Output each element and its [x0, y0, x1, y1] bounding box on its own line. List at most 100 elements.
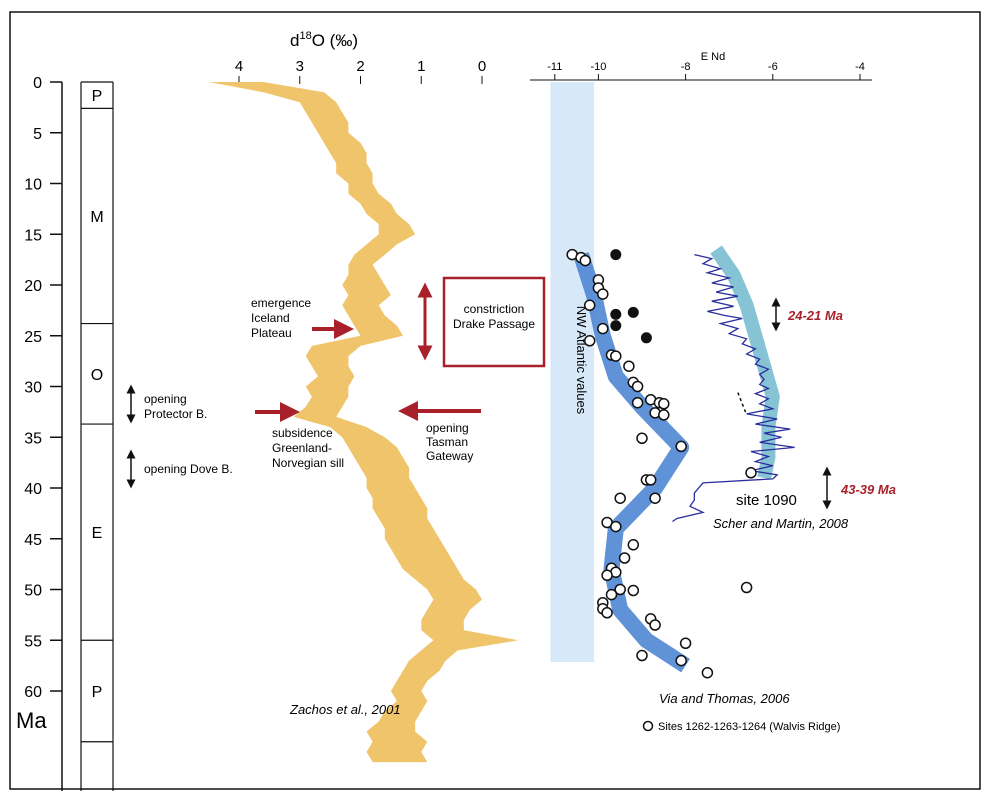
open-circle-point — [623, 360, 635, 372]
age-tick-label: 45 — [24, 532, 42, 549]
d18o-tick-label: 2 — [356, 58, 364, 75]
annotation-tasman-3: Gateway — [426, 449, 473, 463]
open-circle-point — [636, 432, 648, 445]
annotation-constriction-2: Drake Passage — [453, 317, 535, 331]
legend-sites-label: Sites 1262-1263-1264 (Walvis Ridge) — [658, 721, 840, 733]
age-ticks: 0 5 10 15 20 25 30 35 40 45 50 55 60 — [24, 75, 62, 701]
nw-atlantic-label: NW Atlantic values — [574, 306, 589, 415]
d18o-chart: P M O E P 0 5 10 15 20 25 30 35 40 45 50 55 60 Ma 4 3 2 1 0 … — [16, 30, 546, 791]
d18o-tick-label: 4 — [235, 58, 243, 75]
open-circle-point — [679, 637, 692, 650]
filled-circle-points — [610, 249, 652, 344]
age-tick-label: 50 — [24, 583, 42, 600]
range-24-21-label: 24-21 Ma — [787, 308, 843, 323]
age-tick-label: 20 — [24, 278, 42, 295]
site1090-dashed — [737, 392, 748, 416]
open-circle-point — [631, 396, 644, 409]
age-tick-label: 15 — [24, 227, 42, 244]
annotation-subsidence-2: Greenland- — [272, 441, 332, 455]
epoch-label: M — [90, 209, 103, 226]
range-43-39-label: 43-39 Ma — [840, 482, 896, 497]
open-circle-point — [610, 350, 622, 362]
open-circle-point — [627, 584, 640, 597]
epoch-label: P — [92, 684, 103, 701]
epoch-label: E — [92, 525, 103, 542]
age-tick-label: 40 — [24, 481, 42, 498]
citation-scher: Scher and Martin, 2008 — [713, 516, 849, 531]
filled-circle-point — [610, 308, 622, 320]
annotation-dove: opening Dove B. — [144, 462, 233, 476]
open-circle-point — [579, 254, 592, 267]
citation-via: Via and Thomas, 2006 — [659, 691, 790, 706]
open-circle-point — [605, 588, 618, 601]
filled-circle-point — [610, 249, 622, 261]
filled-circle-point — [610, 320, 622, 332]
open-circle-point — [636, 649, 648, 662]
open-circle-point — [675, 654, 687, 667]
open-circle-point — [583, 335, 596, 347]
open-circle-point — [745, 467, 757, 479]
age-axis-label: Ma — [16, 708, 47, 733]
end-ticks: -11 -10 -8 -6 -4 — [547, 61, 865, 80]
annotation-emergence-1: emergence — [251, 296, 311, 310]
age-tick-label: 35 — [24, 430, 42, 447]
age-tick-label: 5 — [33, 126, 42, 143]
open-circle-point — [649, 619, 661, 631]
annotation-tasman-2: Tasman — [426, 435, 468, 449]
open-circle-point — [601, 569, 613, 582]
constriction-box — [442, 276, 546, 368]
open-circle-point — [627, 539, 640, 551]
open-circle-point — [597, 288, 609, 300]
age-tick-label: 30 — [24, 380, 42, 397]
age-tick-label: 10 — [24, 177, 42, 194]
annotation-subsidence-1: subsidence — [272, 426, 333, 440]
nw-atlantic-band — [550, 82, 595, 662]
end-tick-label: -6 — [768, 61, 778, 73]
open-circle-point — [644, 474, 657, 486]
open-circle-point — [610, 520, 622, 533]
open-circle-point — [601, 607, 613, 619]
end-tick-label: -10 — [590, 61, 606, 73]
annotation-protector-2: Protector B. — [144, 407, 207, 421]
d18o-tick-label: 1 — [417, 58, 425, 75]
open-circle-point — [658, 409, 670, 421]
end-axis-label: E Nd — [701, 51, 725, 63]
citation-zachos: Zachos et al., 2001 — [289, 702, 401, 717]
open-circle-point — [658, 398, 670, 410]
open-circle-point — [614, 492, 626, 504]
end-tick-label: -11 — [547, 61, 562, 73]
filled-circle-point — [627, 306, 639, 318]
d18o-tick-label: 0 — [478, 58, 486, 75]
d18o-tick-label: 3 — [296, 58, 304, 75]
open-circle-point — [740, 581, 753, 594]
site1090-label: site 1090 — [736, 492, 797, 509]
open-circle-point — [618, 552, 631, 564]
annotation-protector-1: opening — [144, 392, 187, 406]
epoch-label: P — [92, 88, 103, 105]
open-circle-point — [675, 440, 687, 453]
open-circle-point — [597, 322, 609, 335]
open-circle-point — [631, 380, 644, 393]
legend-open-circle-marker — [642, 720, 654, 732]
annotation-constriction-1: constriction — [464, 302, 525, 316]
open-circle-point — [614, 583, 626, 596]
annotation-emergence-2: Iceland — [251, 311, 290, 325]
end-tick-label: -4 — [855, 61, 865, 73]
frame-border — [9, 11, 981, 790]
annotation-emergence-3: Plateau — [251, 326, 292, 340]
age-tick-label: 0 — [33, 75, 42, 92]
d18o-axis-label: d18O (‰) — [290, 30, 358, 50]
epoch-column: P M O E P — [80, 81, 114, 791]
dove-annotation: opening Dove B. — [126, 449, 233, 489]
d18o-band — [208, 82, 519, 763]
age-tick-label: 25 — [24, 329, 42, 346]
protector-annotation: opening Protector B. — [126, 384, 207, 424]
age-tick-label: 60 — [24, 684, 42, 701]
emergence-annotation: emergence Iceland Plateau — [251, 296, 354, 340]
site1090-band — [710, 245, 780, 480]
d18o-ticks: 4 3 2 1 0 — [235, 58, 486, 84]
annotation-tasman-1: opening — [426, 421, 469, 435]
filled-circle-point — [640, 332, 652, 344]
